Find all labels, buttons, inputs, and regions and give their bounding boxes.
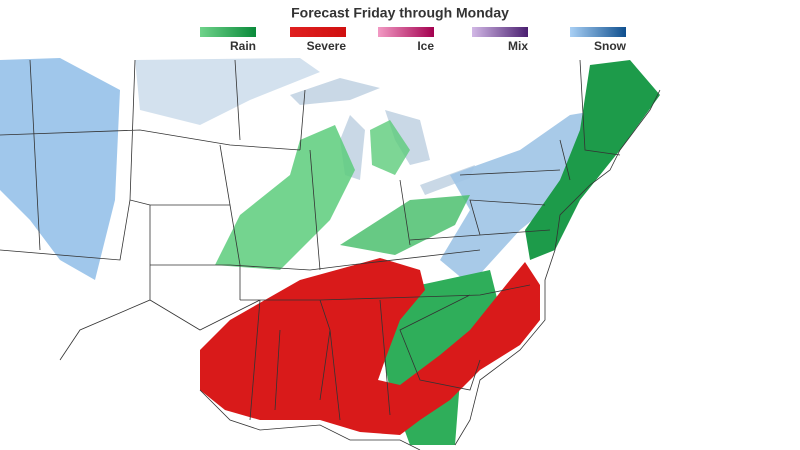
legend-label: Ice [417, 39, 434, 53]
legend-swatch [290, 27, 346, 37]
legend-swatch [570, 27, 626, 37]
title: Forecast Friday through Monday [291, 5, 509, 21]
lake [290, 78, 380, 105]
rain-area [215, 125, 355, 270]
snow-area [0, 58, 120, 280]
legend-label: Snow [594, 39, 627, 53]
snow-area [135, 58, 320, 125]
severe-area [200, 258, 540, 435]
legend-label: Rain [230, 39, 256, 53]
legend-swatch [472, 27, 528, 37]
legend-swatch [200, 27, 256, 37]
legend: Rain Severe Ice Mix Snow [200, 27, 627, 53]
lake [385, 110, 430, 165]
header: Forecast Friday through Monday Rain Sever… [0, 0, 800, 55]
legend-label: Severe [307, 39, 347, 53]
rain-area [340, 195, 470, 255]
rain-area [370, 120, 410, 175]
map [0, 55, 800, 450]
legend-label: Mix [508, 39, 528, 53]
rain-area [525, 60, 660, 260]
legend-swatch [378, 27, 434, 37]
